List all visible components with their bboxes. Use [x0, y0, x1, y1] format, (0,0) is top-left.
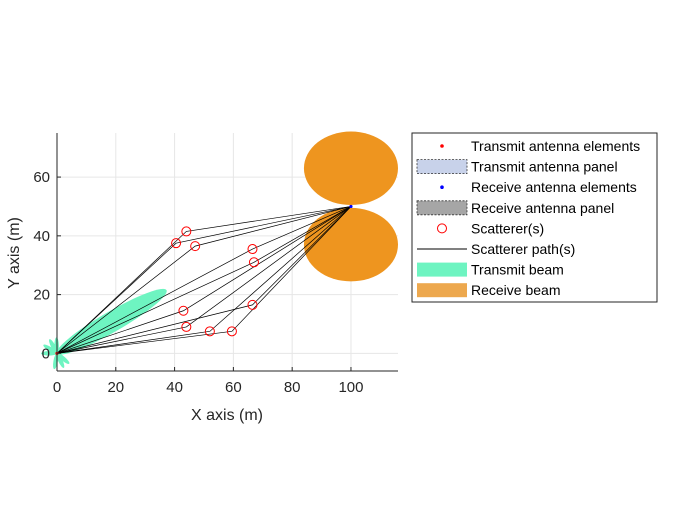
legend-symbol	[440, 144, 444, 148]
y-tick-label: 20	[33, 287, 50, 304]
legend-symbol	[437, 223, 447, 234]
legend-symbol	[417, 283, 467, 298]
x-tick-label: 0	[53, 379, 61, 396]
scatterer-marker	[248, 257, 259, 268]
legend-label: Receive antenna panel	[471, 200, 614, 216]
legend-patch-icon	[417, 262, 467, 277]
legend-patch-icon	[417, 283, 467, 298]
legend-dot-icon	[440, 185, 444, 189]
x-tick-label: 60	[225, 379, 242, 396]
scatterer-marker	[171, 238, 182, 249]
legend-panel-icon	[416, 159, 468, 175]
legend-symbol	[416, 200, 468, 216]
legend-symbol	[416, 159, 468, 175]
legend-label: Receive antenna elements	[471, 179, 637, 195]
legend-label: Transmit antenna panel	[471, 159, 618, 175]
scatterer-path	[56, 206, 352, 354]
receive-antenna-element	[349, 204, 353, 209]
y-tick-label: 0	[42, 345, 50, 362]
transmit-beam-side-lobe	[56, 353, 65, 368]
legend-label: Receive beam	[471, 282, 561, 298]
x-axis-label: X axis (m)	[191, 407, 263, 424]
scatterer-path	[56, 206, 352, 354]
scatterer-marker	[247, 244, 258, 255]
legend-label: Scatterer path(s)	[471, 241, 575, 257]
legend-label: Transmit beam	[471, 262, 564, 278]
y-axis-label: Y axis (m)	[6, 217, 23, 289]
receive-beam-lobe	[303, 131, 398, 205]
legend-label: Scatterer(s)	[471, 220, 544, 236]
transmit-beam-side-lobe	[49, 339, 58, 354]
scatterer-marker	[178, 305, 189, 316]
y-tick-label: 60	[33, 169, 50, 186]
scatterer-marker	[181, 226, 192, 237]
scatterer-path	[56, 206, 352, 354]
legend-label: Transmit antenna elements	[471, 138, 640, 154]
x-tick-label: 20	[107, 379, 124, 396]
scatterer-marker	[204, 326, 215, 337]
legend-symbol	[417, 262, 467, 277]
legend-dot-icon	[440, 144, 444, 148]
scatterer-path	[56, 206, 352, 354]
scatterer-marker	[247, 299, 258, 310]
scatterer-path	[56, 206, 352, 354]
scatterer-path	[56, 206, 352, 354]
scatterer-path	[56, 206, 352, 354]
transmit-beam-main-lobe	[56, 288, 167, 355]
legend-symbol	[440, 185, 444, 189]
legend-panel-icon	[416, 200, 468, 216]
transmit-beam-side-lobe	[41, 351, 57, 356]
scatterer-marker	[190, 241, 201, 252]
receive-beam-lobe	[303, 207, 398, 282]
legend: Transmit antenna elements Transmit antenn…	[411, 132, 658, 303]
x-tick-label: 40	[166, 379, 183, 396]
transmit-beam-side-lobe	[43, 344, 58, 354]
scatterer-marker	[181, 321, 192, 332]
scatterer-path	[56, 206, 352, 354]
x-tick-label: 80	[284, 379, 301, 396]
scatterer-path	[56, 206, 352, 354]
legend-circle-icon	[437, 223, 447, 234]
x-tick-label: 100	[338, 379, 363, 396]
y-tick-label: 40	[33, 228, 50, 245]
scatterer-path	[56, 206, 352, 354]
scatterer-marker	[226, 326, 237, 337]
plot-area: 0 20 40 60 80 100 0 20 40 60	[33, 131, 398, 396]
